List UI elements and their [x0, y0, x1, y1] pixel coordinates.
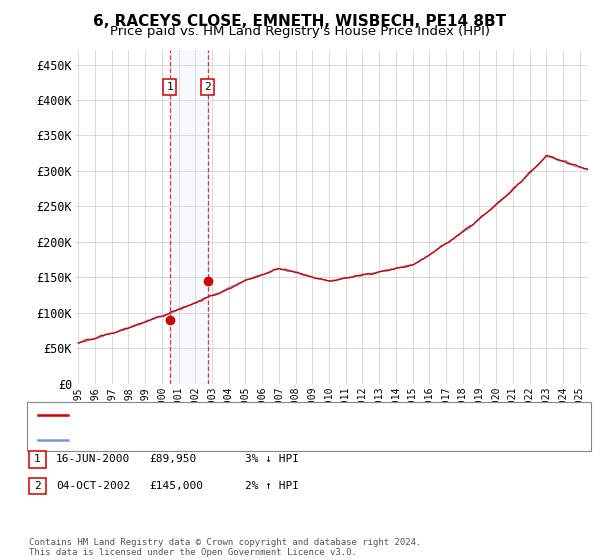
Text: Contains HM Land Registry data © Crown copyright and database right 2024.
This d: Contains HM Land Registry data © Crown c… — [29, 538, 421, 557]
Text: £89,950: £89,950 — [149, 454, 196, 464]
Bar — [170, 50, 208, 384]
Text: 04-OCT-2002: 04-OCT-2002 — [56, 481, 130, 491]
Text: 16-JUN-2000: 16-JUN-2000 — [56, 454, 130, 464]
Text: 6, RACEYS CLOSE, EMNETH, WISBECH, PE14 8BT (detached house): 6, RACEYS CLOSE, EMNETH, WISBECH, PE14 8… — [73, 410, 456, 420]
Text: 1: 1 — [166, 82, 173, 92]
Text: 2: 2 — [34, 481, 41, 491]
Text: 2: 2 — [205, 82, 211, 92]
Text: 2% ↑ HPI: 2% ↑ HPI — [245, 481, 299, 491]
Text: 3% ↓ HPI: 3% ↓ HPI — [245, 454, 299, 464]
Text: 6, RACEYS CLOSE, EMNETH, WISBECH, PE14 8BT: 6, RACEYS CLOSE, EMNETH, WISBECH, PE14 8… — [94, 14, 506, 29]
Text: £145,000: £145,000 — [149, 481, 203, 491]
Text: HPI: Average price, detached house, King's Lynn and West Norfolk: HPI: Average price, detached house, King… — [73, 435, 488, 445]
Text: 1: 1 — [34, 454, 41, 464]
Text: Price paid vs. HM Land Registry's House Price Index (HPI): Price paid vs. HM Land Registry's House … — [110, 25, 490, 38]
